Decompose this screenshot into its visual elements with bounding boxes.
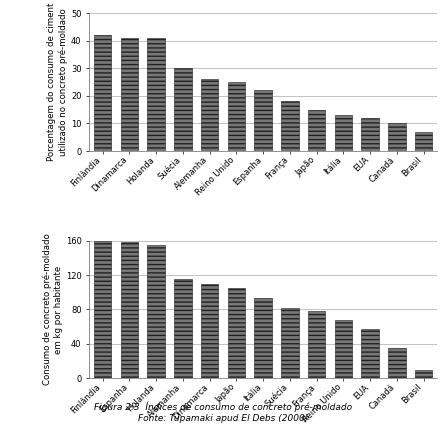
Bar: [201, 284, 219, 378]
Text: Figura 2.3  Índices de consumo de concreto pré-moldado: Figura 2.3 Índices de consumo de concret…: [94, 402, 352, 412]
Bar: [415, 132, 433, 151]
Text: Fonte: Tupamaki apud El Debs (2000): Fonte: Tupamaki apud El Debs (2000): [138, 414, 308, 423]
Bar: [147, 38, 165, 151]
Bar: [334, 320, 352, 378]
Bar: [281, 308, 299, 378]
Bar: [201, 79, 219, 151]
Bar: [227, 82, 245, 151]
Bar: [227, 288, 245, 378]
Bar: [361, 329, 379, 378]
Bar: [94, 241, 112, 378]
Bar: [281, 101, 299, 151]
Bar: [254, 298, 272, 378]
Bar: [94, 35, 112, 151]
Bar: [388, 348, 406, 378]
Bar: [361, 118, 379, 151]
Bar: [254, 90, 272, 151]
Bar: [415, 370, 433, 378]
Bar: [308, 311, 326, 378]
Y-axis label: Porcentagem do consumo de ciment
utilizado no concreto pré-moldado: Porcentagem do consumo de ciment utiliza…: [47, 3, 68, 161]
Bar: [120, 242, 138, 378]
Bar: [388, 124, 406, 151]
Y-axis label: Consumo de concreto pré-moldado
em kg por habitante: Consumo de concreto pré-moldado em kg po…: [42, 234, 63, 385]
Bar: [174, 68, 192, 151]
Bar: [334, 115, 352, 151]
Bar: [147, 245, 165, 378]
Bar: [120, 38, 138, 151]
Bar: [308, 110, 326, 151]
Bar: [174, 279, 192, 378]
